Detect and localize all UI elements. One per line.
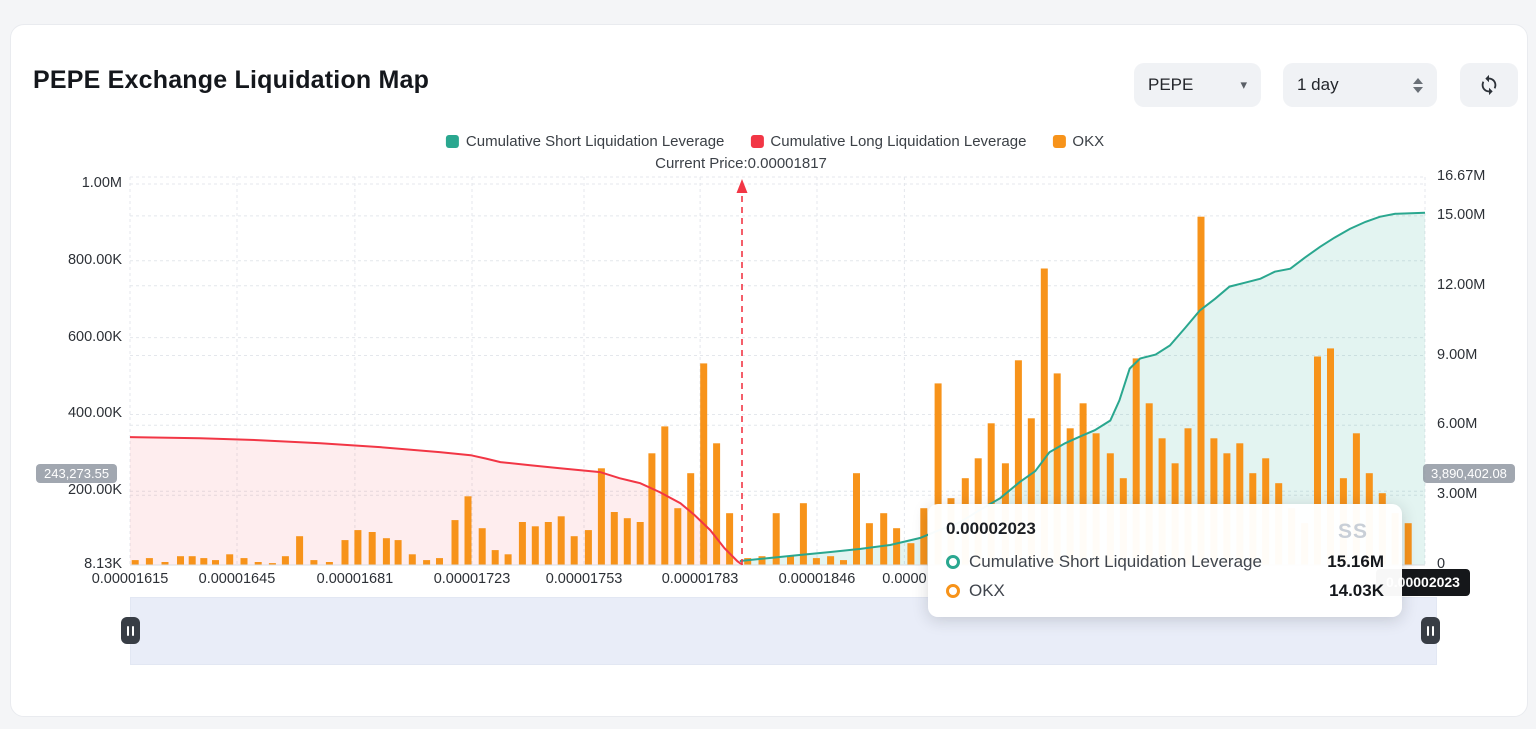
short-total-badge: 3,890,402.08 (1423, 464, 1515, 483)
page-title: PEPE Exchange Liquidation Map (33, 66, 430, 94)
legend-item-short[interactable]: Cumulative Short Liquidation Leverage (445, 133, 725, 150)
zoom-slider-handle-right[interactable] (1421, 617, 1440, 644)
tooltip-row-okx-value: 14.03K (1329, 581, 1384, 600)
tooltip-row-okx: OKX 14.03K (946, 581, 1384, 601)
legend-swatch-okx-icon (1052, 135, 1066, 148)
coin-select[interactable]: PEPE ▾ (1134, 63, 1261, 107)
chart-tooltip: 0.00002023 Cumulative Short Liquidation … (928, 504, 1402, 617)
x-axis-pointer-label: 0.00002023 (1376, 569, 1470, 596)
interval-select-value: 1 day (1297, 75, 1339, 94)
legend-swatch-short-icon (445, 135, 459, 148)
short-series-dot-icon (946, 555, 960, 569)
tooltip-row-short-value: 15.16M (1327, 552, 1384, 571)
tooltip-row-short-label: Cumulative Short Liquidation Leverage (969, 552, 1262, 571)
legend-item-long[interactable]: Cumulative Long Liquidation Leverage (750, 133, 1026, 150)
legend-item-okx[interactable]: OKX (1052, 133, 1104, 150)
zoom-slider-handle-left[interactable] (121, 617, 140, 644)
coin-select-value: PEPE (1148, 75, 1194, 94)
current-price-label: Current Price:0.00001817 (655, 155, 827, 172)
legend-label-long: Cumulative Long Liquidation Leverage (770, 133, 1027, 150)
spinner-arrows-icon (1413, 77, 1423, 93)
chevron-down-icon: ▾ (1240, 77, 1247, 92)
legend-swatch-long-icon (750, 135, 764, 148)
interval-select[interactable]: 1 day (1283, 63, 1437, 107)
okx-series-dot-icon (946, 584, 960, 598)
legend-label-okx: OKX (1072, 133, 1105, 150)
refresh-icon (1481, 74, 1497, 96)
long-total-badge: 243,273.55 (36, 464, 118, 483)
tooltip-price: 0.00002023 (946, 519, 1036, 538)
tooltip-row-okx-label: OKX (969, 581, 1005, 600)
legend-label-short: Cumulative Short Liquidation Leverage (465, 133, 725, 150)
chart-legend: Cumulative Short Liquidation Leverage Cu… (445, 133, 1104, 150)
refresh-button[interactable] (1460, 63, 1518, 107)
tooltip-row-short: Cumulative Short Liquidation Leverage 15… (946, 552, 1384, 572)
